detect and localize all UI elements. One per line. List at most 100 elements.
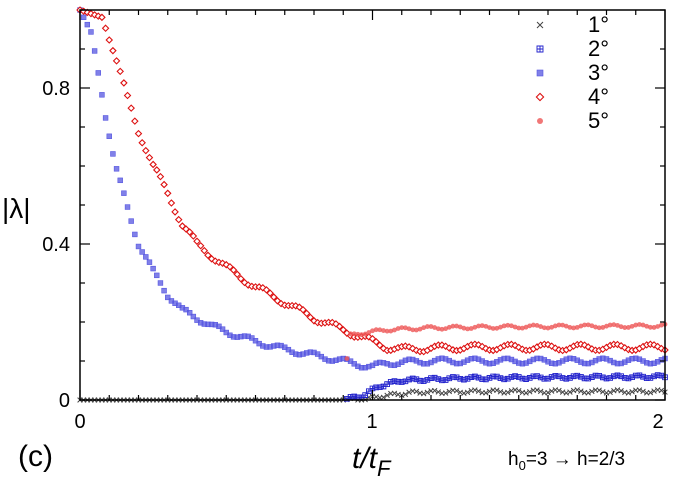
data-point — [380, 394, 387, 401]
data-point — [505, 389, 511, 396]
data-point — [637, 322, 642, 327]
data-point — [362, 331, 368, 337]
data-point — [640, 322, 646, 328]
data-point — [527, 323, 533, 329]
data-point — [113, 166, 120, 172]
data-point — [218, 259, 227, 268]
data-point — [410, 327, 416, 333]
data-point — [541, 325, 547, 331]
data-point — [143, 254, 149, 260]
data-point — [413, 388, 420, 395]
x-axis-title-sub: F — [377, 456, 392, 480]
data-point — [417, 326, 423, 332]
data-point — [453, 388, 460, 394]
data-point — [91, 48, 98, 54]
x-axis-title: t/tF — [352, 442, 392, 480]
data-point — [593, 324, 598, 330]
data-point — [154, 272, 160, 279]
data-point — [216, 323, 222, 330]
data-point — [105, 36, 114, 44]
data-point — [475, 388, 482, 394]
y-tick-label-0: 0 — [59, 390, 70, 412]
data-point — [233, 270, 241, 279]
data-point — [505, 322, 511, 328]
data-point — [101, 24, 110, 32]
data-point — [302, 309, 311, 318]
data-point — [120, 79, 128, 87]
data-point — [406, 389, 412, 396]
data-point — [204, 251, 212, 260]
data-point — [424, 389, 431, 396]
data-point — [186, 310, 193, 316]
data-point — [461, 325, 467, 331]
data-point — [567, 325, 573, 330]
data-point — [545, 325, 551, 331]
data-point — [142, 146, 150, 155]
data-point — [520, 325, 525, 331]
data-point — [226, 262, 234, 271]
data-point — [373, 327, 379, 333]
data-point — [344, 356, 350, 361]
data-point — [388, 328, 394, 334]
data-point — [402, 391, 409, 398]
data-point — [651, 388, 657, 394]
data-point — [446, 324, 452, 330]
data-point — [87, 9, 95, 18]
data-point — [157, 280, 164, 286]
data-point — [439, 326, 445, 332]
data-point — [600, 325, 606, 330]
data-point — [372, 337, 380, 346]
y-tick-label-0.8: 0.8 — [42, 78, 70, 100]
data-point — [589, 388, 595, 395]
data-point — [604, 323, 609, 329]
data-point — [391, 390, 398, 397]
data-point — [88, 29, 94, 35]
data-point — [99, 92, 105, 98]
data-point — [252, 338, 259, 344]
legend-label-5: 5° — [588, 108, 609, 133]
data-point — [497, 389, 504, 395]
data-point — [165, 294, 171, 301]
data-point — [622, 325, 628, 330]
data-point — [432, 325, 438, 330]
data-point — [585, 390, 591, 396]
data-point — [273, 297, 282, 305]
data-point — [223, 329, 229, 336]
data-point — [655, 324, 661, 329]
data-point — [636, 387, 643, 393]
data-point — [420, 390, 427, 397]
data-point — [585, 322, 591, 328]
data-point — [355, 331, 361, 337]
legend-label-3: 3° — [588, 60, 609, 85]
data-point — [116, 67, 124, 76]
data-point — [370, 328, 375, 334]
data-point — [249, 335, 255, 341]
data-point — [490, 326, 496, 331]
data-point — [381, 328, 386, 333]
data-point — [98, 13, 106, 22]
data-point — [161, 287, 167, 294]
data-point — [121, 190, 127, 196]
data-point — [95, 70, 101, 76]
data-point — [530, 322, 536, 328]
data-point — [596, 325, 602, 331]
quench-h0-sub: 0 — [519, 458, 526, 473]
data-point — [438, 341, 446, 349]
data-point — [376, 341, 384, 350]
data-point — [446, 388, 453, 395]
data-point — [571, 325, 576, 331]
quench-h0-label: h — [508, 449, 519, 470]
data-point — [139, 249, 145, 255]
data-point — [538, 324, 544, 329]
data-point — [435, 326, 441, 332]
data-point — [574, 387, 581, 393]
data-point — [443, 326, 449, 332]
data-point — [112, 57, 121, 65]
data-point — [156, 172, 165, 181]
data-point — [474, 341, 483, 349]
legend-marker-5 — [537, 118, 543, 124]
legend-marker-4 — [535, 92, 545, 102]
data-point — [457, 324, 463, 330]
data-point — [405, 343, 413, 351]
